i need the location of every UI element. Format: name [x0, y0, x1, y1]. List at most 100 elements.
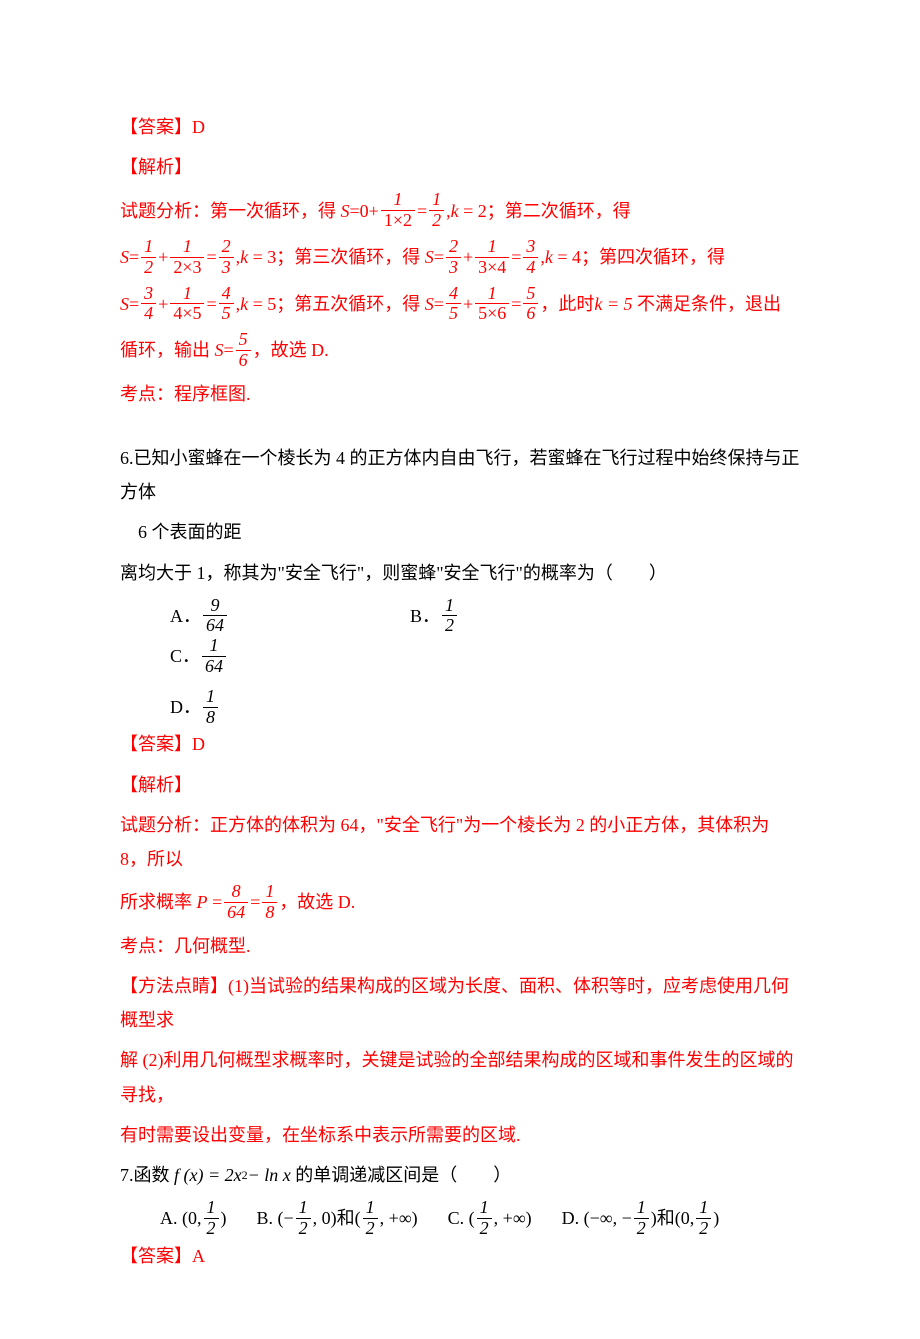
- eq: =: [129, 240, 139, 274]
- k-val: = 5: [253, 287, 277, 321]
- q6-option-b: B． 12: [410, 596, 640, 637]
- var-k: k: [240, 287, 248, 321]
- q6-options: A． 964 B． 12 C． 164 D． 18: [120, 596, 800, 728]
- num: 1: [634, 1198, 649, 1219]
- q7-options: A. (0, 12 ) B. (− 12 , 0)和( 12 , +∞) C. …: [120, 1198, 800, 1239]
- den: 4: [523, 258, 538, 278]
- fraction: 56: [523, 284, 538, 325]
- den: 2×3: [170, 258, 204, 278]
- num: 9: [203, 596, 227, 617]
- eq: =: [250, 885, 260, 919]
- q6-stem: 6.已知小蜜蜂在一个棱长为 4 的正方体内自由飞行，若蜜蜂在飞行过程中始终保持与…: [120, 441, 800, 509]
- q6-option-a: A． 964: [170, 596, 410, 637]
- num: 1: [204, 1198, 219, 1219]
- num: 1: [170, 284, 204, 305]
- fraction: 12×3: [170, 237, 204, 278]
- fraction: 23: [219, 237, 234, 278]
- open: (−: [278, 1201, 294, 1235]
- var-s: S: [425, 240, 434, 274]
- label: A．: [170, 599, 201, 633]
- q5-topic: 考点：程序框图.: [120, 377, 800, 411]
- label: C．: [170, 639, 200, 673]
- text: 函数: [134, 1158, 170, 1192]
- plus: +: [369, 194, 379, 228]
- den: 64: [224, 903, 248, 923]
- num: 5: [236, 330, 251, 351]
- var-s: S: [120, 287, 129, 321]
- fraction: 12: [477, 1198, 492, 1239]
- fraction: 15×6: [475, 284, 509, 325]
- text: 试题分析：第一次循环，得: [120, 194, 336, 228]
- num: 3: [141, 284, 156, 305]
- fraction: 45: [446, 284, 461, 325]
- eq: =: [434, 240, 444, 274]
- num: 1: [477, 1198, 492, 1219]
- plus: +: [463, 240, 473, 274]
- q6-topic: 考点：几何概型.: [120, 929, 800, 963]
- fraction: 12: [204, 1198, 219, 1239]
- k-val: = 2: [463, 194, 487, 228]
- den: 3: [446, 258, 461, 278]
- den: 1×2: [381, 211, 415, 231]
- q7-option-c: C. ( 12 , +∞): [448, 1198, 532, 1239]
- num: 1: [262, 882, 277, 903]
- den: 2: [363, 1219, 378, 1239]
- fraction: 56: [236, 330, 251, 371]
- text: ；第四次循环，得: [581, 240, 725, 274]
- eq: =: [417, 194, 427, 228]
- den: 5: [219, 304, 234, 324]
- den: 8: [203, 708, 218, 728]
- text: ；第二次循环，得: [487, 194, 631, 228]
- close: , +∞): [494, 1201, 532, 1235]
- fraction: 12: [296, 1198, 311, 1239]
- label: C.: [448, 1201, 465, 1235]
- answer-label: 【答案】: [120, 734, 192, 754]
- q6-answer: 【答案】D: [120, 727, 800, 761]
- var-k: k: [545, 240, 553, 274]
- den: 4: [141, 304, 156, 324]
- fraction: 18: [262, 882, 277, 923]
- q6-stem2: 离均大于 1，称其为"安全飞行"，则蜜蜂"安全飞行"的概率为（ ）: [120, 556, 800, 590]
- fraction: 11×2: [381, 190, 415, 231]
- q7-option-a: A. (0, 12 ): [160, 1198, 227, 1239]
- num: 1: [696, 1198, 711, 1219]
- q6-option-d: D． 18: [170, 687, 320, 728]
- text: 的单调递减区间是（ ）: [295, 1158, 511, 1192]
- num: 1: [202, 636, 226, 657]
- var-k: k: [240, 240, 248, 274]
- q6-prob: 所求概率 P = 864 = 18 ，故选 D.: [120, 882, 800, 923]
- fraction: 34: [141, 284, 156, 325]
- label: B.: [257, 1201, 274, 1235]
- den: 2: [429, 211, 444, 231]
- plus: +: [158, 240, 168, 274]
- answer-value: D: [192, 117, 205, 137]
- q7-answer: 【答案】A: [120, 1239, 800, 1273]
- den: 2: [442, 616, 457, 636]
- num: 2: [219, 237, 234, 258]
- label: D.: [562, 1201, 580, 1235]
- q6-analysis-text: 试题分析：正方体的体积为 64，"安全飞行"为一个棱长为 2 的小正方体，其体积…: [120, 808, 800, 876]
- q6-analysis-label: 【解析】: [120, 768, 800, 802]
- num: 1: [203, 687, 218, 708]
- den: 6: [523, 304, 538, 324]
- fraction: 18: [203, 687, 218, 728]
- q5-loop4-5: S = 34 + 14×5 = 45 , k = 5 ；第五次循环，得 S = …: [120, 284, 800, 325]
- text: ；第五次循环，得: [276, 287, 420, 321]
- eq: =: [212, 885, 222, 919]
- k-val: = 3: [253, 240, 277, 274]
- var-s: S: [215, 333, 224, 367]
- label: D．: [170, 690, 201, 724]
- text: 不满足条件，退出: [637, 287, 781, 321]
- fraction: 45: [219, 284, 234, 325]
- open: (0,: [182, 1201, 202, 1235]
- num: 1: [475, 237, 509, 258]
- num: 1: [296, 1198, 311, 1219]
- den: 64: [203, 616, 227, 636]
- q6-text1: 已知小蜜蜂在一个棱长为 4 的正方体内自由飞行，若蜜蜂在飞行过程中始终保持与正方…: [120, 448, 800, 502]
- num: 1: [381, 190, 415, 211]
- zero: 0: [360, 194, 369, 228]
- den: 2: [141, 258, 156, 278]
- fraction: 12: [363, 1198, 378, 1239]
- fraction: 12: [442, 596, 457, 637]
- den: 2: [296, 1219, 311, 1239]
